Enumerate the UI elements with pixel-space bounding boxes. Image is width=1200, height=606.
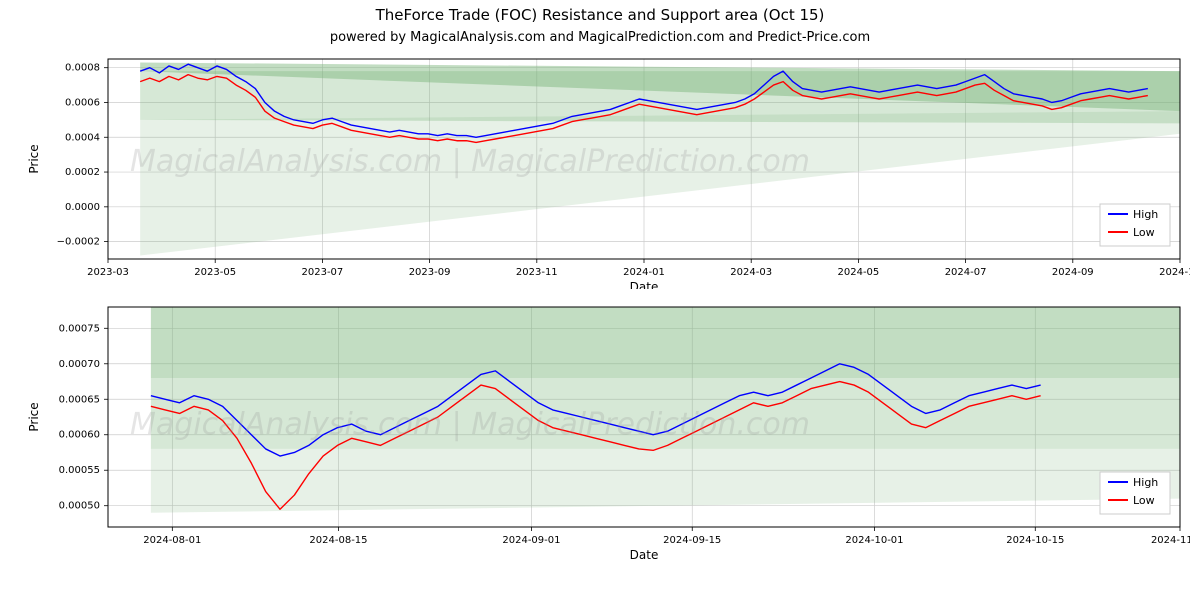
svg-text:2023-09: 2023-09 [409,267,451,278]
svg-text:2023-11: 2023-11 [516,267,558,278]
svg-text:0.0008: 0.0008 [65,63,100,74]
svg-text:2024-10-01: 2024-10-01 [845,535,903,546]
svg-text:2023-05: 2023-05 [194,267,236,278]
svg-text:2024-03: 2024-03 [730,267,772,278]
svg-text:2024-10-15: 2024-10-15 [1006,535,1064,546]
chart-subtitle: powered by MagicalAnalysis.com and Magic… [0,30,1200,45]
svg-text:Date: Date [630,280,659,289]
svg-text:0.0006: 0.0006 [65,97,100,108]
svg-text:0.00075: 0.00075 [59,323,100,334]
svg-text:High: High [1133,476,1158,489]
svg-text:Price: Price [27,402,41,431]
bottom-chart-container: 0.00050 0.00055 0.00060 0.00065 0.00070 0.000… [10,297,1190,567]
svg-text:0.0002: 0.0002 [65,167,100,178]
svg-text:2024-07: 2024-07 [945,267,987,278]
top-chart-container: −0.0002 0.0000 0.0002 0.0004 0.0006 0.0008 202… [10,49,1190,289]
svg-text:2024-09: 2024-09 [1052,267,1094,278]
svg-text:0.0000: 0.0000 [65,202,100,213]
svg-text:2024-08-15: 2024-08-15 [309,535,367,546]
svg-text:2024-11: 2024-11 [1159,267,1190,278]
svg-text:2024-05: 2024-05 [838,267,880,278]
svg-text:0.00065: 0.00065 [59,394,100,405]
svg-text:Low: Low [1133,226,1155,239]
svg-text:Date: Date [630,548,659,562]
svg-text:High: High [1133,208,1158,221]
svg-text:0.00050: 0.00050 [59,501,100,512]
svg-text:Low: Low [1133,494,1155,507]
svg-text:0.00060: 0.00060 [59,430,100,441]
svg-text:0.00070: 0.00070 [59,359,100,370]
chart-title: TheForce Trade (FOC) Resistance and Supp… [0,6,1200,24]
svg-text:2023-03: 2023-03 [87,267,129,278]
bottom-chart-svg: 0.00050 0.00055 0.00060 0.00065 0.00070 0.000… [10,297,1190,567]
svg-text:2024-11-01: 2024-11-01 [1151,535,1190,546]
svg-text:2024-09-15: 2024-09-15 [663,535,721,546]
svg-text:0.00055: 0.00055 [59,465,100,476]
svg-text:Price: Price [27,144,41,173]
svg-text:2024-09-01: 2024-09-01 [502,535,560,546]
svg-text:2024-01: 2024-01 [623,267,665,278]
top-chart-svg: −0.0002 0.0000 0.0002 0.0004 0.0006 0.0008 202… [10,49,1190,289]
svg-text:2023-07: 2023-07 [302,267,344,278]
svg-text:2024-08-01: 2024-08-01 [143,535,201,546]
svg-text:0.0004: 0.0004 [65,132,100,143]
svg-text:−0.0002: −0.0002 [57,237,100,248]
